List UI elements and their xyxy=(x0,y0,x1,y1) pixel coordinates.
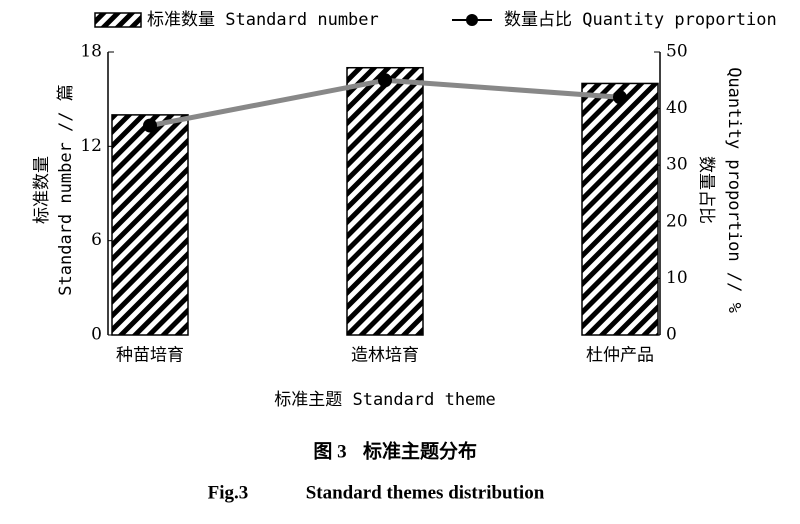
x-tick-label: 造林培育 xyxy=(351,346,419,366)
y-tick-label: 0 xyxy=(91,325,102,345)
figure-label-en: Fig.3 xyxy=(208,482,249,503)
line-marker xyxy=(378,73,392,88)
y-tick-label: 6 xyxy=(91,230,102,250)
figure-label-cn: 图 3 xyxy=(313,440,346,462)
legend-swatch xyxy=(94,12,142,28)
y-tick-label: 12 xyxy=(80,136,102,156)
y-tick-label: 18 xyxy=(80,42,102,62)
y-axis-label: Standard number // 篇 xyxy=(56,84,76,295)
line-marker xyxy=(613,90,627,105)
figure-title-en: Standard themes distribution xyxy=(306,482,545,503)
y2-tick-label: 20 xyxy=(666,211,688,231)
line-marker xyxy=(143,118,157,133)
y2-tick-label: 50 xyxy=(666,42,688,62)
y2-tick-label: 30 xyxy=(666,155,688,175)
bar xyxy=(111,114,189,336)
y2-tick-label: 40 xyxy=(666,98,688,118)
legend-label: 标准数量 Standard number xyxy=(147,10,379,30)
legend-marker xyxy=(466,14,478,26)
y2-axis-label: Quantity proportion // % xyxy=(724,67,744,313)
x-tick-label: 杜仲产品 xyxy=(586,346,654,366)
legend-label: 数量占比 Quantity proportion xyxy=(504,10,777,30)
y2-tick-label: 10 xyxy=(666,268,688,288)
bar xyxy=(581,82,659,336)
y-axis-label: 标准数量 xyxy=(32,156,52,224)
x-axis-label: 标准主题 Standard theme xyxy=(274,390,496,410)
y2-axis-label: 数量占比 xyxy=(696,156,716,224)
y2-tick-label: 0 xyxy=(666,325,677,345)
figure-title-cn: 标准主题分布 xyxy=(363,439,477,462)
bar xyxy=(346,66,424,336)
x-tick-label: 种苗培育 xyxy=(116,346,184,366)
